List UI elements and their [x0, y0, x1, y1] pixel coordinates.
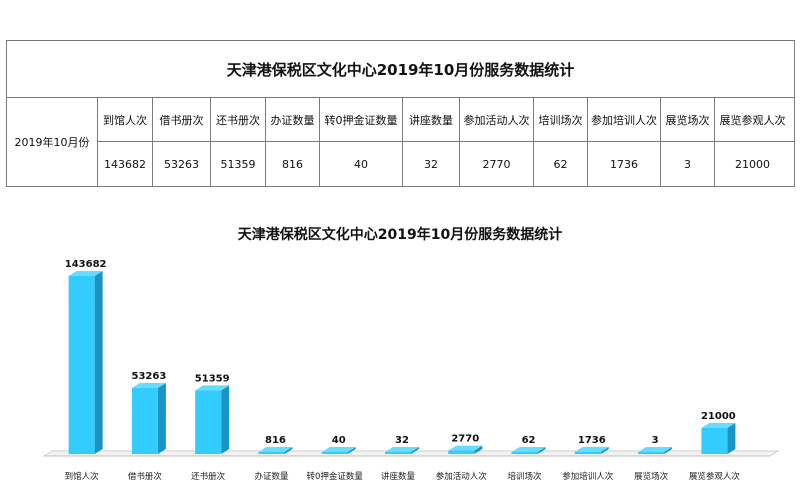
table-header-cell: 转0押金证数量 — [320, 98, 403, 141]
row-label: 2019年10月份 — [7, 98, 98, 186]
table-value-cell: 816 — [266, 142, 320, 186]
bar — [68, 276, 95, 454]
table-header-cell: 讲座数量 — [403, 98, 460, 141]
data-label: 2770 — [451, 434, 479, 445]
table-header-cell: 到馆人次 — [98, 98, 153, 141]
data-label: 816 — [265, 435, 286, 446]
category-label: 参加培训人次 — [562, 471, 614, 482]
category-label: 借书册次 — [128, 471, 163, 482]
stats-table: 天津港保税区文化中心2019年10月份服务数据统计 2019年10月份 到馆人次… — [6, 40, 795, 187]
bar-top — [574, 446, 609, 452]
bar-side — [284, 447, 293, 454]
bar-chart: 143682 到馆人次 53263 借书册次 51359 还书册次 816 办证数量 40 转0押… — [42, 259, 780, 482]
table-value-cell: 21000 — [735, 157, 770, 171]
table-value-cell: 1736 — [588, 142, 661, 186]
table-header-cell: 培训场次 — [534, 98, 588, 141]
bar-top — [701, 422, 736, 428]
category-label: 还书册次 — [191, 471, 226, 482]
data-label: 53263 — [132, 371, 167, 382]
bar-side — [537, 447, 546, 454]
table-header-cell: 借书册次 — [153, 98, 211, 141]
bar-side — [221, 385, 230, 454]
header-row: 到馆人次 借书册次 还书册次 办证数量 转0押金证数量 讲座数量 参加活动人次 培训场次 参加培… — [98, 98, 794, 142]
category-label: 到馆人次 — [65, 471, 100, 482]
table-value-cell: 51359 — [211, 142, 266, 186]
bar-side — [664, 447, 673, 454]
category-label: 培训场次 — [508, 471, 543, 482]
table-value-cell: 53263 — [153, 142, 211, 186]
chart-title: 天津港保税区文化中心2019年10月份服务数据统计 — [237, 227, 563, 243]
category-label: 讲座数量 — [381, 471, 416, 482]
bar — [511, 452, 538, 454]
data-label: 1736 — [578, 435, 606, 446]
bar-top — [448, 445, 483, 451]
bar — [131, 388, 158, 454]
table-value-cell: 143682 — [98, 142, 153, 186]
bar-side — [600, 446, 609, 454]
category-label: 转0押金证数量 — [307, 471, 364, 482]
bar — [574, 451, 601, 454]
bar-top — [321, 447, 356, 452]
bar-top — [258, 447, 293, 452]
bar — [258, 452, 285, 454]
bar — [638, 452, 665, 454]
table-value-cell: 40 — [320, 142, 403, 186]
table-grid: 到馆人次 借书册次 还书册次 办证数量 转0押金证数量 讲座数量 参加活动人次 培训场次 参加培… — [98, 98, 794, 186]
data-label: 51359 — [195, 373, 230, 384]
data-label: 21000 — [701, 411, 736, 422]
category-label: 参加活动人次 — [436, 471, 488, 482]
bar-side — [411, 447, 419, 454]
bar-top — [131, 383, 166, 389]
bar — [321, 452, 348, 454]
bar-top — [385, 447, 419, 452]
bar-side — [94, 271, 103, 454]
data-label: 143682 — [65, 259, 107, 270]
bar-top — [195, 385, 230, 391]
value-row: 143682 53263 51359 816 40 32 2770 62 1736 3 21000 — [98, 142, 794, 186]
table-header-cell: 参加活动人次 — [460, 98, 534, 141]
bar-top — [68, 271, 103, 276]
category-label: 展览参观人次 — [689, 471, 741, 482]
bar — [448, 450, 475, 454]
table-value-cell: 3 — [661, 142, 715, 186]
table-value-cell: 32 — [403, 142, 460, 186]
data-label: 32 — [395, 435, 409, 446]
table-header-cell: 展览场次 — [661, 98, 715, 141]
data-label: 62 — [522, 435, 536, 446]
bar-side — [157, 383, 166, 454]
category-label: 办证数量 — [254, 471, 289, 482]
bar-side — [727, 422, 736, 454]
table-header-cell: 办证数量 — [266, 98, 320, 141]
table-value-cell: 62 — [534, 142, 588, 186]
table-title: 天津港保税区文化中心2019年10月份服务数据统计 — [7, 41, 794, 98]
table-value-cell: 2770 — [460, 142, 534, 186]
bar — [701, 427, 728, 454]
category-label: 展览场次 — [634, 471, 669, 482]
bar-top — [638, 447, 673, 452]
bar-side — [347, 447, 356, 454]
data-label: 3 — [652, 435, 659, 446]
bar — [195, 390, 222, 454]
data-label: 40 — [332, 435, 346, 446]
table-header-cell: 参加培训人次 — [588, 98, 661, 141]
table-header-cell: 展览参观人次 — [719, 113, 786, 127]
bar-side — [474, 445, 483, 454]
table-header-cell: 还书册次 — [211, 98, 266, 141]
bar — [385, 452, 411, 454]
bar-top — [511, 447, 546, 452]
